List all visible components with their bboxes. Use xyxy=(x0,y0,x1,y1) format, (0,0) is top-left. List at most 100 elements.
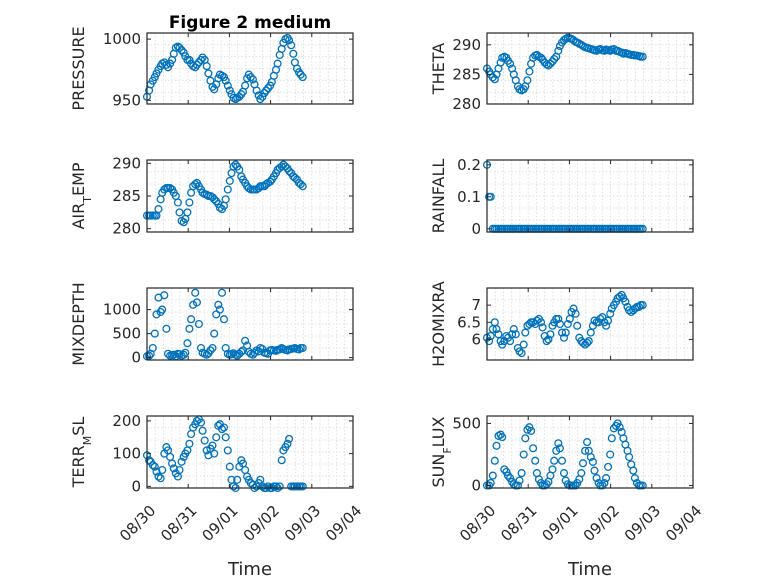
data-point xyxy=(229,162,238,171)
data-point xyxy=(584,337,593,346)
x-tick-label: 09/03 xyxy=(621,502,664,545)
data-point xyxy=(548,465,557,474)
data-point xyxy=(509,325,518,334)
data-point xyxy=(517,349,526,358)
x-tick-label: 09/02 xyxy=(240,502,283,545)
y-axis-label: THETA xyxy=(429,43,448,95)
data-point xyxy=(638,52,647,61)
data-point xyxy=(521,328,530,337)
data-point xyxy=(283,439,292,448)
data-point xyxy=(550,54,559,64)
data-point xyxy=(492,441,501,450)
data-point xyxy=(532,316,541,325)
data-point xyxy=(192,60,201,69)
data-point xyxy=(598,313,607,322)
data-point xyxy=(529,444,538,453)
x-tick-label: 09/02 xyxy=(580,502,623,545)
data-point xyxy=(586,452,595,462)
data-point xyxy=(559,333,569,342)
data-point xyxy=(169,350,178,359)
data-point xyxy=(606,450,615,459)
data-point xyxy=(544,61,553,70)
data-point xyxy=(559,469,569,478)
data-point xyxy=(296,70,305,79)
data-point xyxy=(187,429,196,439)
data-point xyxy=(538,323,547,332)
data-point xyxy=(604,462,613,471)
subplot-5: 0 500 1000 MIXDEPTH xyxy=(69,282,354,367)
data-point xyxy=(266,177,275,186)
data-point xyxy=(285,434,294,443)
data-point xyxy=(285,36,294,45)
data-point xyxy=(187,315,196,324)
data-point xyxy=(243,74,252,83)
subplot-6: 66.57 H2OMIXRA xyxy=(429,281,694,367)
data-point xyxy=(208,441,217,450)
data-point xyxy=(150,462,159,471)
data-point xyxy=(158,305,167,314)
data-point xyxy=(517,469,526,478)
data-point xyxy=(177,46,186,55)
data-point xyxy=(557,328,567,337)
y-axis-label: H2OMIXRA xyxy=(429,281,448,367)
data-point xyxy=(241,81,250,90)
data-point xyxy=(175,208,184,217)
subplot-3: 280 285 290 AIRTEMP xyxy=(69,154,354,238)
y-tick-label: 290 xyxy=(452,36,481,54)
data-point xyxy=(289,49,298,58)
chart-title: Figure 2 medium xyxy=(169,13,331,33)
data-point xyxy=(294,345,304,354)
data-point xyxy=(183,339,192,348)
data-point xyxy=(296,180,305,189)
data-point xyxy=(168,459,177,468)
data-point xyxy=(600,478,609,488)
y-tick-label: 500 xyxy=(452,414,481,432)
data-point xyxy=(219,423,229,432)
data-point xyxy=(490,318,499,327)
y-tick-label: 0.1 xyxy=(457,188,481,206)
data-point xyxy=(298,343,307,353)
data-point xyxy=(583,438,592,447)
data-point xyxy=(298,482,307,491)
data-point xyxy=(204,69,213,78)
y-tick-label: 0 xyxy=(131,349,141,367)
axes-frame xyxy=(486,159,694,233)
data-point xyxy=(250,348,259,357)
data-point xyxy=(185,439,194,448)
data-point xyxy=(210,85,219,94)
data-point xyxy=(606,309,615,318)
data-point xyxy=(264,482,273,491)
data-point xyxy=(607,434,616,443)
y-axis-label: AIRTEMP xyxy=(69,162,94,229)
data-point xyxy=(287,41,296,50)
axes-frame xyxy=(146,32,354,105)
data-point xyxy=(173,198,182,207)
data-point xyxy=(223,446,232,455)
x-tick-label: 09/01 xyxy=(198,502,241,545)
data-point xyxy=(630,304,639,313)
data-point xyxy=(275,482,284,491)
data-point xyxy=(529,318,538,327)
data-point xyxy=(531,456,540,465)
data-point xyxy=(175,43,184,52)
data-point xyxy=(604,316,613,325)
data-point xyxy=(187,188,196,197)
data-point xyxy=(210,449,219,458)
data-point xyxy=(198,426,207,435)
data-point xyxy=(217,288,227,297)
data-point xyxy=(150,329,159,338)
data-point xyxy=(502,331,511,341)
data-point xyxy=(264,84,273,93)
data-point xyxy=(227,169,236,178)
y-tick-label: 0 xyxy=(131,477,141,495)
data-point xyxy=(290,173,299,182)
x-axis-label: Time xyxy=(567,559,612,580)
data-point xyxy=(181,348,190,357)
data-point xyxy=(638,481,647,490)
data-point xyxy=(536,318,546,327)
data-point xyxy=(563,319,572,329)
data-point xyxy=(275,345,284,354)
data-point xyxy=(221,195,230,204)
data-point xyxy=(217,425,227,434)
